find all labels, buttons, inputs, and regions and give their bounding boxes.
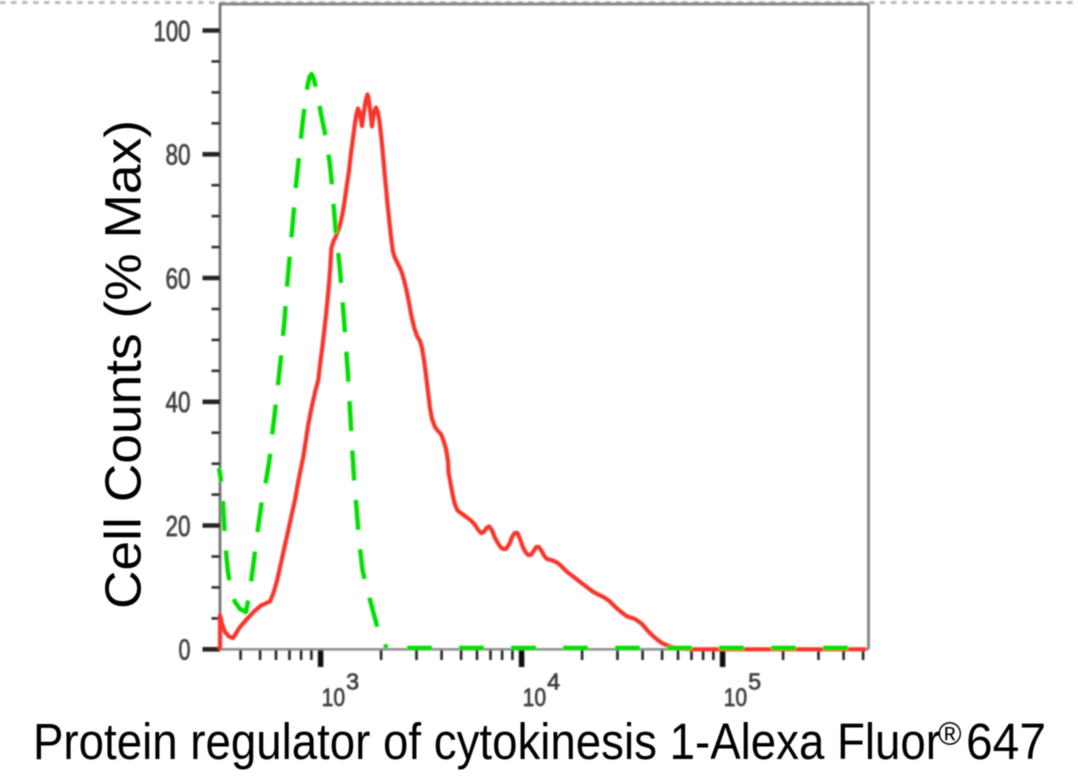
svg-text:20: 20	[166, 511, 191, 543]
svg-text:80: 80	[166, 140, 191, 172]
svg-text:10: 10	[523, 684, 547, 712]
svg-text:100: 100	[154, 16, 191, 48]
svg-text:3: 3	[346, 669, 359, 695]
svg-text:10: 10	[322, 684, 346, 712]
svg-text:®: ®	[938, 716, 962, 752]
svg-text:10: 10	[724, 684, 748, 712]
svg-text:0: 0	[179, 635, 191, 667]
svg-text:4: 4	[547, 669, 560, 695]
svg-text:Protein regulator of cytokines: Protein regulator of cytokinesis 1-Alexa…	[33, 713, 941, 770]
svg-text:5: 5	[748, 669, 761, 695]
svg-text:Cell Counts (% Max): Cell Counts (% Max)	[95, 120, 152, 609]
svg-text:40: 40	[166, 387, 191, 419]
svg-text:60: 60	[166, 263, 191, 295]
svg-text:647: 647	[966, 713, 1046, 770]
